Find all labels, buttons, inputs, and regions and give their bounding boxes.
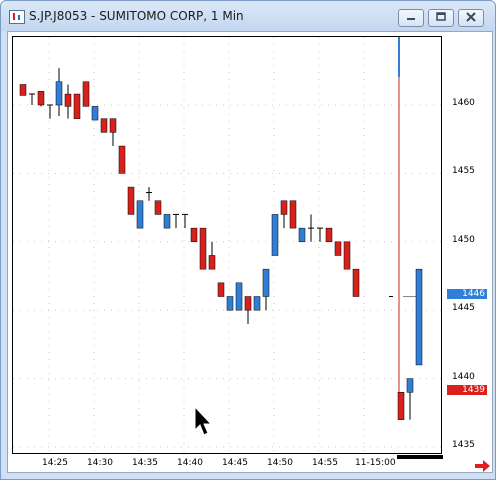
scroll-position-bar[interactable] (397, 455, 443, 459)
y-tick-label: 1440 (452, 372, 475, 382)
title-bar[interactable]: S.JP.J8053 - SUMITOMO CORP, 1 Min (1, 1, 495, 31)
minimize-icon (407, 18, 415, 20)
candle-body (100, 118, 108, 133)
minimize-button[interactable] (398, 9, 424, 27)
candle-body (118, 145, 126, 174)
y-tick-label: 1455 (452, 166, 475, 176)
close-icon (466, 12, 476, 22)
candle-body (325, 227, 333, 243)
candle-body (37, 91, 45, 106)
chart-app-icon[interactable] (9, 10, 25, 24)
candle-body (415, 268, 423, 366)
candle-body (289, 200, 297, 229)
candlestick-chart (13, 37, 441, 453)
candle-body (64, 93, 72, 107)
candle-body (55, 81, 63, 106)
candle-body (253, 296, 261, 311)
candle-body (244, 296, 252, 311)
candle-body (217, 282, 225, 297)
y-tick-label: 1445 (452, 303, 475, 313)
price-plot[interactable] (12, 36, 442, 454)
last-price-tag-red: 1439 (447, 385, 487, 395)
candle-body (91, 106, 99, 121)
candle-body (154, 200, 162, 215)
x-tick-label: 14:40 (177, 458, 203, 468)
mouse-pointer-icon (194, 405, 213, 436)
x-tick-label: 14:35 (132, 458, 158, 468)
price-axis[interactable]: 1460 1455 1450 1445 1440 1435 1446 1439 (440, 36, 490, 456)
candle-body (127, 186, 135, 215)
candle-body (226, 296, 234, 311)
x-tick-label: 14:25 (42, 458, 68, 468)
maximize-icon (436, 12, 446, 21)
candle-body (271, 214, 279, 256)
candle-body (235, 282, 243, 311)
candle-body (82, 81, 90, 107)
candle-body (280, 200, 288, 215)
chart-area[interactable]: 1460 1455 1450 1445 1440 1435 1446 1439 … (7, 31, 493, 473)
scroll-right-arrow-icon (475, 460, 490, 472)
y-tick-label: 1450 (452, 235, 475, 245)
candle-body (109, 118, 117, 133)
y-tick-label: 1460 (452, 98, 475, 108)
candle-body (352, 268, 360, 297)
mouse-pointer (194, 405, 214, 438)
x-tick-label: 14:30 (87, 458, 113, 468)
candle-body (73, 93, 81, 119)
x-tick-label: 14:50 (267, 458, 293, 468)
window-title: S.JP.J8053 - SUMITOMO CORP, 1 Min (29, 9, 244, 23)
candle-body (406, 378, 414, 393)
scroll-right-button[interactable] (474, 458, 492, 472)
last-price-tag-blue: 1446 (447, 289, 487, 299)
candle-body (199, 227, 207, 270)
maximize-button[interactable] (428, 9, 454, 27)
candle-body (343, 241, 351, 270)
candle-body (19, 84, 27, 96)
candle-body (397, 392, 405, 420)
candle-body (334, 241, 342, 256)
time-axis[interactable]: 14:25 14:30 14:35 14:40 14:45 14:50 14:5… (12, 453, 443, 471)
x-tick-label: 14:45 (222, 458, 248, 468)
candle-body (208, 255, 216, 270)
x-tick-label: 14:55 (312, 458, 338, 468)
y-tick-label: 1435 (452, 440, 475, 450)
x-tick-label: 11-15:00 (355, 458, 396, 468)
candle-body (163, 214, 171, 229)
candle-body (190, 227, 198, 243)
candle-body (298, 227, 306, 243)
candle-body (262, 268, 270, 297)
candle-body (136, 200, 144, 229)
close-button[interactable] (458, 9, 484, 27)
